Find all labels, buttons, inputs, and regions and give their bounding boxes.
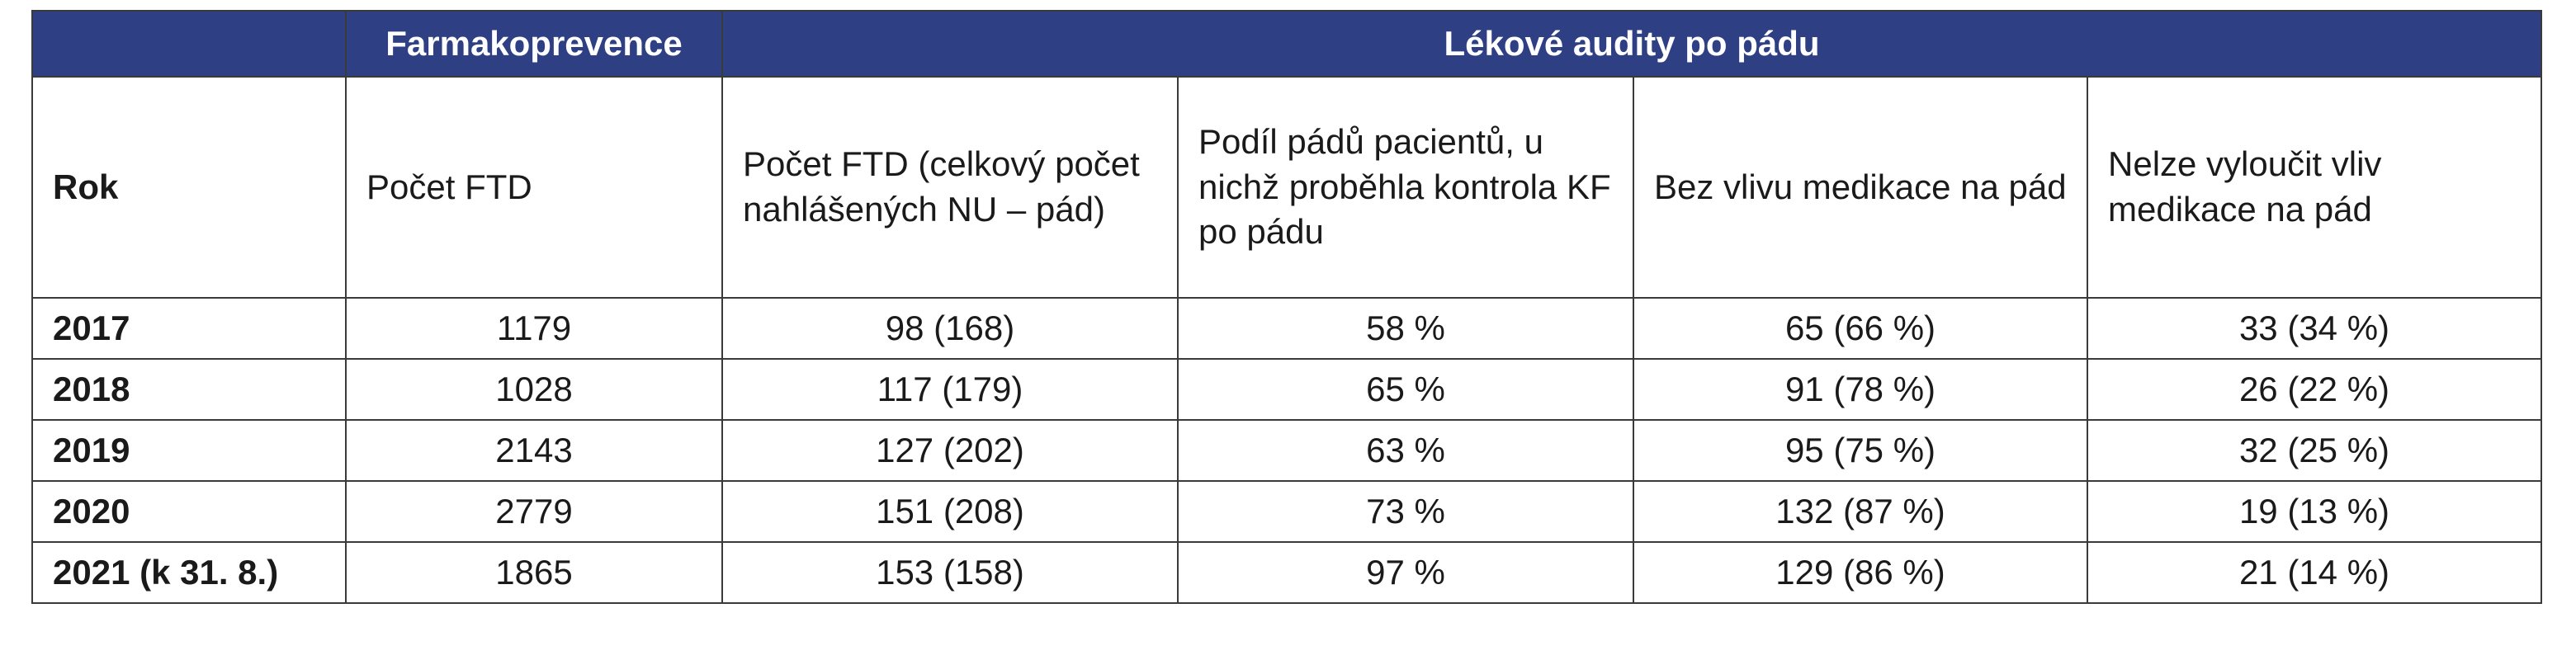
table-row: 2021 (k 31. 8.) 1865 153 (158) 97 % 129 …	[31, 541, 2543, 604]
cell-rok: 2018	[31, 358, 347, 421]
cell-bez-vlivu: 65 (66 %)	[1633, 297, 2088, 360]
cell-pocet-ftd: 2143	[345, 419, 723, 482]
cell-nelze: 26 (22 %)	[2086, 358, 2543, 421]
cell-pocet-ftd-celkovy: 117 (179)	[721, 358, 1179, 421]
group-header-audity: Lékové audity po pádu	[721, 10, 2543, 78]
table-row: 2017 1179 98 (168) 58 % 65 (66 %) 33 (34…	[31, 297, 2543, 360]
cell-pocet-ftd: 1028	[345, 358, 723, 421]
cell-rok: 2019	[31, 419, 347, 482]
column-header-pocet-ftd: Počet FTD	[345, 76, 723, 299]
table-row: 2018 1028 117 (179) 65 % 91 (78 %) 26 (2…	[31, 358, 2543, 421]
cell-nelze: 19 (13 %)	[2086, 480, 2543, 543]
column-header-rok: Rok	[31, 76, 347, 299]
group-header-empty	[31, 10, 347, 78]
data-table: Farmakoprevence Lékové audity po pádu Ro…	[31, 10, 2543, 604]
cell-pocet-ftd-celkovy: 98 (168)	[721, 297, 1179, 360]
cell-nelze: 32 (25 %)	[2086, 419, 2543, 482]
cell-rok: 2020	[31, 480, 347, 543]
cell-rok: 2017	[31, 297, 347, 360]
table-row: 2019 2143 127 (202) 63 % 95 (75 %) 32 (2…	[31, 419, 2543, 482]
cell-pocet-ftd-celkovy: 153 (158)	[721, 541, 1179, 604]
group-header-row: Farmakoprevence Lékové audity po pádu	[31, 10, 2543, 78]
column-header-pocet-ftd-celkovy: Počet FTD (celkový počet nahlášených NU …	[721, 76, 1179, 299]
cell-podil: 65 %	[1177, 358, 1634, 421]
cell-bez-vlivu: 91 (78 %)	[1633, 358, 2088, 421]
cell-nelze: 33 (34 %)	[2086, 297, 2543, 360]
column-header-nelze-vyloucit: Nelze vyloučit vliv medikace na pád	[2086, 76, 2543, 299]
cell-podil: 58 %	[1177, 297, 1634, 360]
cell-bez-vlivu: 129 (86 %)	[1633, 541, 2088, 604]
cell-nelze: 21 (14 %)	[2086, 541, 2543, 604]
cell-pocet-ftd: 2779	[345, 480, 723, 543]
cell-bez-vlivu: 132 (87 %)	[1633, 480, 2088, 543]
column-header-podil-padu: Podíl pádů pacientů, u nichž proběhla ko…	[1177, 76, 1634, 299]
table-row: 2020 2779 151 (208) 73 % 132 (87 %) 19 (…	[31, 480, 2543, 543]
cell-podil: 63 %	[1177, 419, 1634, 482]
group-header-farmakoprevence: Farmakoprevence	[345, 10, 723, 78]
table-container: Farmakoprevence Lékové audity po pádu Ro…	[31, 10, 2543, 604]
cell-pocet-ftd: 1179	[345, 297, 723, 360]
cell-pocet-ftd-celkovy: 151 (208)	[721, 480, 1179, 543]
cell-podil: 97 %	[1177, 541, 1634, 604]
column-header-bez-vlivu: Bez vlivu medikace na pád	[1633, 76, 2088, 299]
column-header-row: Rok Počet FTD Počet FTD (celkový počet n…	[31, 76, 2543, 299]
cell-pocet-ftd-celkovy: 127 (202)	[721, 419, 1179, 482]
cell-podil: 73 %	[1177, 480, 1634, 543]
cell-bez-vlivu: 95 (75 %)	[1633, 419, 2088, 482]
cell-rok: 2021 (k 31. 8.)	[31, 541, 347, 604]
cell-pocet-ftd: 1865	[345, 541, 723, 604]
